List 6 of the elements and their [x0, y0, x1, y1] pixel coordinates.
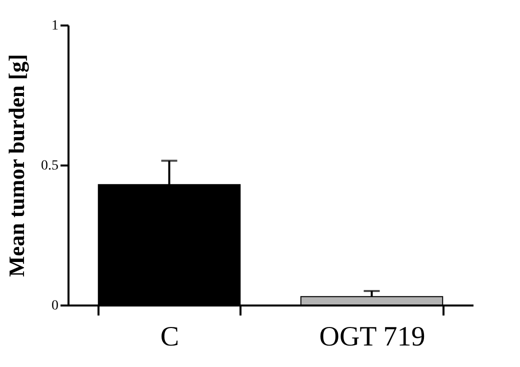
y-tick-label: 0.5	[41, 158, 58, 174]
y-tick-label: 0	[52, 298, 58, 314]
y-tick-label: 1	[52, 18, 58, 34]
y-axis-title: Mean tumor burden [g]	[4, 54, 29, 277]
x-tick-label: OGT 719	[319, 322, 426, 352]
x-tick-label: C	[160, 322, 180, 352]
